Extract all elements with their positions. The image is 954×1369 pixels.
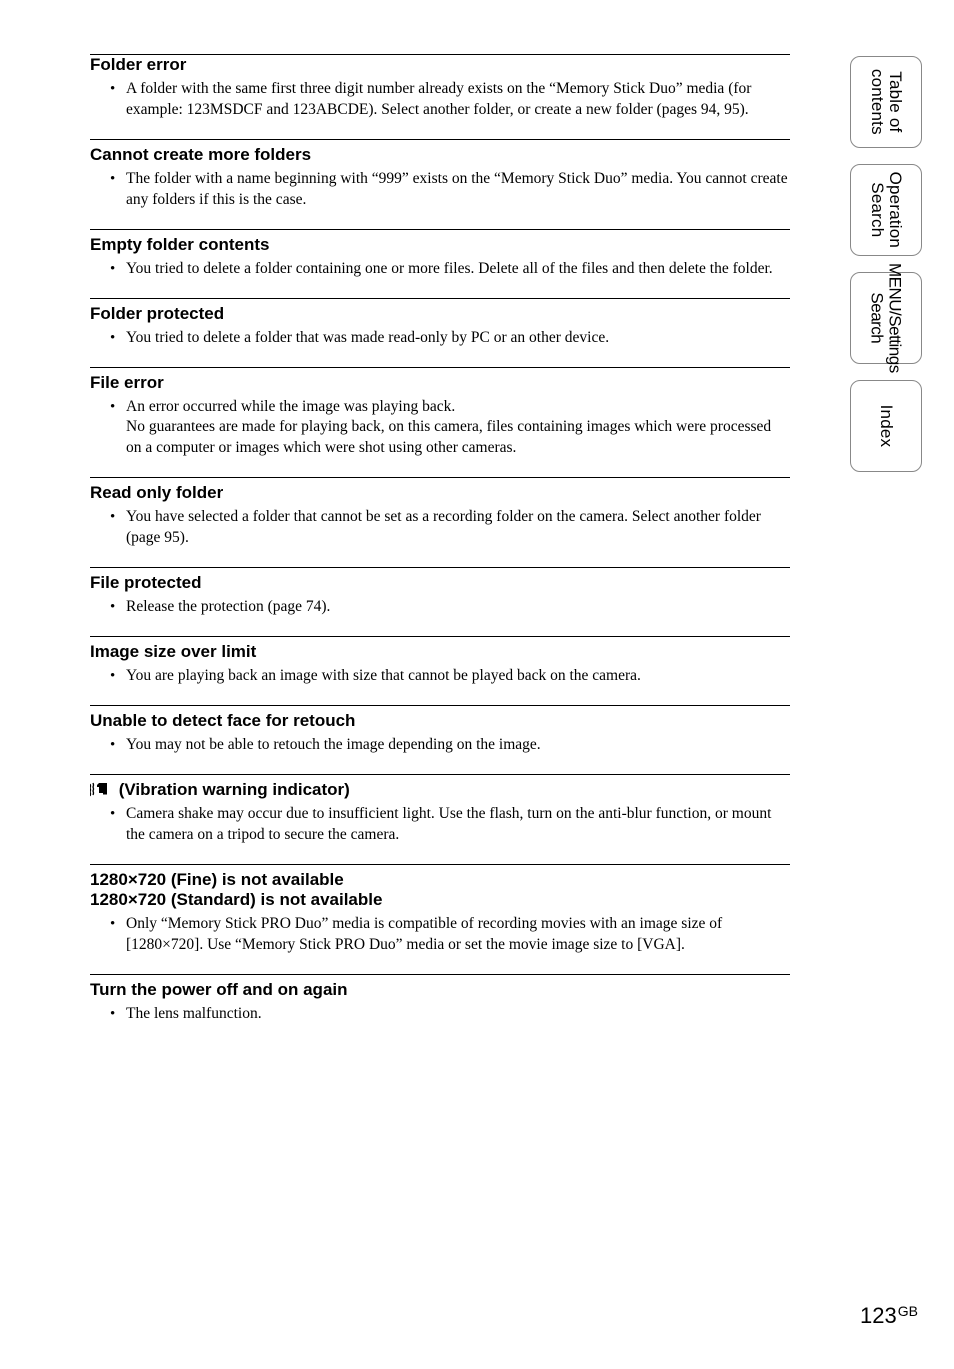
list-item: You are playing back an image with size … bbox=[126, 666, 790, 687]
section-title: Folder protected bbox=[90, 304, 790, 324]
section-title: Image size over limit bbox=[90, 642, 790, 662]
section-title: File error bbox=[90, 373, 790, 393]
tab-label: Index bbox=[877, 405, 895, 448]
tab-contents[interactable]: Table of contents bbox=[850, 56, 922, 148]
list-item: You tried to delete a folder that was ma… bbox=[126, 328, 790, 349]
list-item: An error occurred while the image was pl… bbox=[126, 397, 790, 460]
section-title: 1280×720 (Fine) is not available1280×720… bbox=[90, 870, 790, 910]
section-list: The folder with a name beginning with “9… bbox=[90, 169, 790, 211]
section-rule bbox=[90, 974, 790, 975]
tab-operation-search[interactable]: Operation Search bbox=[850, 164, 922, 256]
section-title: (Vibration warning indicator) bbox=[90, 780, 790, 800]
section-list: Camera shake may occur due to insufficie… bbox=[90, 804, 790, 846]
list-item: A folder with the same first three digit… bbox=[126, 79, 790, 121]
section-list: You tried to delete a folder that was ma… bbox=[90, 328, 790, 349]
section-list: Only “Memory Stick PRO Duo” media is com… bbox=[90, 914, 790, 956]
section-rule bbox=[90, 477, 790, 478]
sidebar-tabs: Table of contents Operation Search MENU/Se… bbox=[850, 56, 922, 488]
tab-label: MENU/Settings Search bbox=[868, 263, 904, 373]
section-rule bbox=[90, 636, 790, 637]
section-rule bbox=[90, 864, 790, 865]
page-number-value: 123 bbox=[860, 1303, 897, 1328]
list-item: Only “Memory Stick PRO Duo” media is com… bbox=[126, 914, 790, 956]
section-list: You are playing back an image with size … bbox=[90, 666, 790, 687]
section-title: Turn the power off and on again bbox=[90, 980, 790, 1000]
section-rule bbox=[90, 705, 790, 706]
section-list: The lens malfunction. bbox=[90, 1004, 790, 1025]
tab-menu-settings-search[interactable]: MENU/Settings Search bbox=[850, 272, 922, 364]
section-rule bbox=[90, 229, 790, 230]
list-item: You may not be able to retouch the image… bbox=[126, 735, 790, 756]
list-item: You tried to delete a folder containing … bbox=[126, 259, 790, 280]
section-list: You have selected a folder that cannot b… bbox=[90, 507, 790, 549]
section-rule bbox=[90, 139, 790, 140]
tab-label: Operation Search bbox=[868, 172, 904, 248]
section-rule bbox=[90, 567, 790, 568]
section-title: Folder error bbox=[90, 55, 790, 75]
section-title: Empty folder contents bbox=[90, 235, 790, 255]
section-list: You tried to delete a folder containing … bbox=[90, 259, 790, 280]
section-title: File protected bbox=[90, 573, 790, 593]
section-list: An error occurred while the image was pl… bbox=[90, 397, 790, 460]
section-title: Read only folder bbox=[90, 483, 790, 503]
list-item: You have selected a folder that cannot b… bbox=[126, 507, 790, 549]
list-item: Camera shake may occur due to insufficie… bbox=[126, 804, 790, 846]
list-item: The folder with a name beginning with “9… bbox=[126, 169, 790, 211]
page-number: 123GB bbox=[860, 1303, 918, 1329]
section-list: A folder with the same first three digit… bbox=[90, 79, 790, 121]
section-title: Unable to detect face for retouch bbox=[90, 711, 790, 731]
section-list: You may not be able to retouch the image… bbox=[90, 735, 790, 756]
tab-index[interactable]: Index bbox=[850, 380, 922, 472]
section-rule bbox=[90, 298, 790, 299]
section-title: Cannot create more folders bbox=[90, 145, 790, 165]
tab-label: Table of contents bbox=[868, 69, 904, 135]
section-rule bbox=[90, 367, 790, 368]
list-item: The lens malfunction. bbox=[126, 1004, 790, 1025]
main-content: Folder error A folder with the same first… bbox=[90, 54, 790, 1025]
list-item: Release the protection (page 74). bbox=[126, 597, 790, 618]
page-number-suffix: GB bbox=[898, 1303, 918, 1319]
section-rule bbox=[90, 774, 790, 775]
section-list: Release the protection (page 74). bbox=[90, 597, 790, 618]
